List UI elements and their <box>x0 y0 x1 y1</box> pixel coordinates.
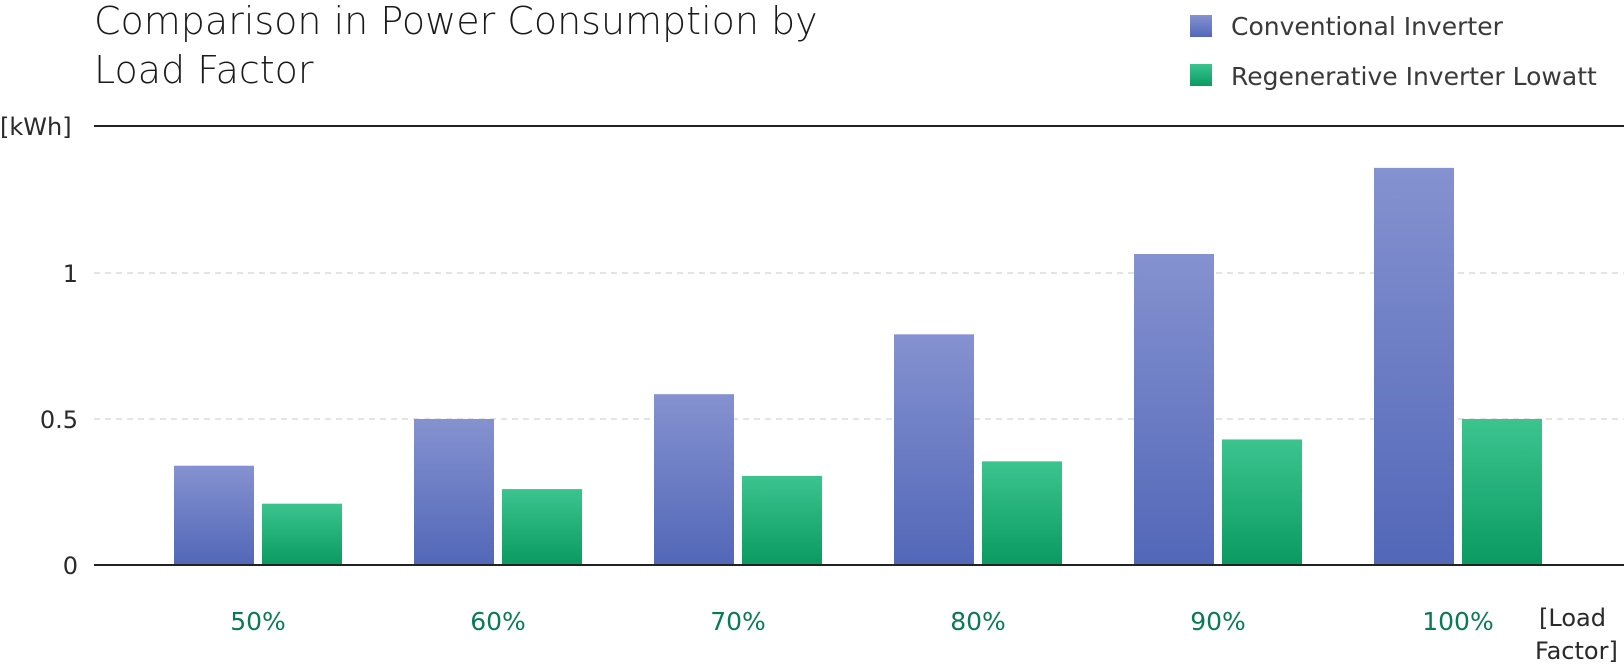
category-label-layer: 50% 60% 70% 80% 90% 100% <box>230 607 1494 636</box>
x-tick-label-100pct: 100% <box>1422 607 1493 636</box>
bar-conventional-80pct <box>894 334 974 565</box>
bar-conventional-50pct <box>174 465 254 565</box>
bar-regenerative-90pct <box>1222 439 1302 565</box>
legend-swatch-conventional <box>1190 15 1212 37</box>
tick-layer: 00.51 <box>40 260 78 580</box>
y-tick-label-0.5: 0.5 <box>40 406 78 434</box>
y-axis-label: [kWh] <box>0 113 72 141</box>
bar-regenerative-80pct <box>982 461 1062 565</box>
x-tick-label-70pct: 70% <box>710 607 766 636</box>
legend-label-conventional: Conventional Inverter <box>1231 12 1504 41</box>
x-axis-label-line-1: [Load <box>1539 604 1606 632</box>
bar-conventional-70pct <box>654 394 734 565</box>
bar-layer <box>174 167 1542 565</box>
chart-title-line-1: Comparison in Power Consumption by <box>94 0 818 43</box>
bar-conventional-60pct <box>414 419 494 565</box>
grid-layer <box>94 272 1624 420</box>
x-tick-label-60pct: 60% <box>470 607 526 636</box>
y-tick-label-0: 0 <box>63 552 78 580</box>
legend-label-regenerative: Regenerative Inverter Lowatt <box>1231 62 1597 91</box>
legend-swatch-regenerative <box>1190 64 1212 86</box>
bar-regenerative-70pct <box>742 475 822 565</box>
x-axis-label-line-2: Factor] <box>1535 637 1618 665</box>
x-tick-label-50pct: 50% <box>230 607 286 636</box>
bar-conventional-90pct <box>1134 254 1214 565</box>
bar-conventional-100pct <box>1374 167 1454 565</box>
chart-title-line-2: Load Factor <box>94 48 314 92</box>
x-tick-label-90pct: 90% <box>1190 607 1246 636</box>
bar-regenerative-60pct <box>502 489 582 565</box>
bar-regenerative-100pct <box>1462 419 1542 565</box>
x-tick-label-80pct: 80% <box>950 607 1006 636</box>
y-tick-label-1: 1 <box>63 260 78 288</box>
bar-regenerative-50pct <box>262 503 342 565</box>
